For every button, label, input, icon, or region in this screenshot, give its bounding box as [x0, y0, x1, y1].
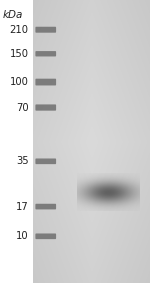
Text: 10: 10: [16, 231, 28, 241]
FancyBboxPatch shape: [35, 51, 56, 56]
FancyBboxPatch shape: [35, 233, 56, 239]
FancyBboxPatch shape: [35, 158, 56, 164]
FancyBboxPatch shape: [35, 79, 56, 85]
Text: 150: 150: [9, 49, 28, 59]
Text: 70: 70: [16, 102, 28, 113]
Text: 100: 100: [10, 77, 28, 87]
FancyBboxPatch shape: [35, 27, 56, 33]
FancyBboxPatch shape: [35, 104, 56, 111]
Text: kDa: kDa: [3, 10, 23, 20]
Text: 17: 17: [16, 201, 28, 212]
FancyBboxPatch shape: [35, 204, 56, 209]
Text: 210: 210: [9, 25, 28, 35]
Text: 35: 35: [16, 156, 28, 166]
